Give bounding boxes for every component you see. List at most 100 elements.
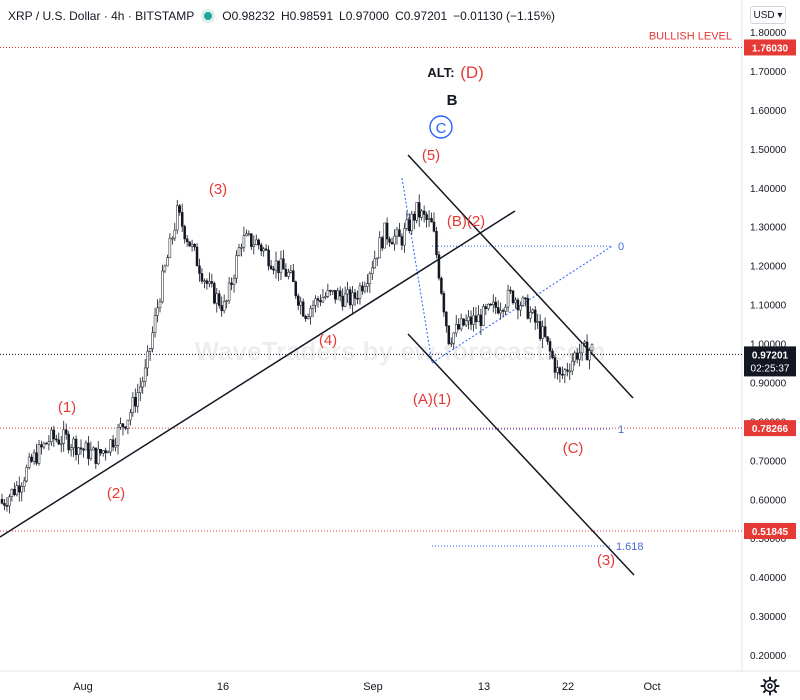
- candle-body: [538, 321, 542, 339]
- y-tick-label: 0.90000: [750, 378, 787, 389]
- candle-body: [47, 441, 51, 445]
- wave-b-label: B: [447, 92, 458, 109]
- candle-body: [183, 226, 186, 240]
- candle-body: [30, 456, 33, 462]
- candle-body: [296, 295, 300, 306]
- candle-body: [74, 438, 78, 456]
- candle-body: [188, 241, 191, 247]
- wave-4-label: (4): [319, 332, 337, 349]
- candle-body: [304, 315, 307, 319]
- candle-body: [40, 444, 43, 448]
- candle-body: [590, 344, 594, 351]
- candle-body: [543, 326, 547, 337]
- candle-body: [146, 351, 149, 369]
- candle-body: [395, 229, 399, 237]
- watermark-text: WaveTraders by ew-forecast.com: [195, 336, 606, 366]
- candle-body: [533, 309, 537, 323]
- candle-body: [388, 238, 391, 243]
- y-tick-label: 0.60000: [750, 495, 787, 506]
- candle-body: [561, 374, 564, 376]
- candle-body: [10, 488, 14, 497]
- candle-body: [264, 248, 268, 251]
- candle-body: [380, 237, 384, 249]
- candle-body: [541, 326, 544, 339]
- candle-body: [398, 229, 401, 237]
- candle-body: [255, 239, 258, 246]
- candle-body: [111, 439, 115, 448]
- candle-body: [417, 202, 421, 218]
- candle-body: [3, 503, 6, 506]
- y-tick-label: 1.40000: [750, 184, 787, 195]
- candle-body: [553, 357, 557, 373]
- candle-body: [245, 233, 248, 236]
- candle-body: [89, 449, 93, 459]
- y-tick-label: 0.50000: [750, 534, 787, 545]
- candle-body: [334, 290, 337, 300]
- y-tick-label: 1.80000: [750, 28, 787, 39]
- candle-body: [59, 443, 63, 445]
- candle-body: [321, 297, 325, 303]
- candle-body: [42, 442, 46, 448]
- candle-body: [252, 244, 256, 247]
- candle-body: [242, 235, 246, 248]
- candle-body: [454, 324, 458, 334]
- candle-body: [447, 325, 451, 344]
- candle-body: [225, 300, 228, 303]
- settings-gear-icon[interactable]: [760, 676, 780, 696]
- candle-body: [348, 289, 352, 306]
- candle-body: [425, 214, 428, 220]
- candle-body: [343, 293, 347, 307]
- candle-body: [163, 265, 167, 272]
- wave-5-label: (5): [422, 147, 440, 164]
- candle-body: [546, 336, 549, 342]
- candle-body: [289, 270, 293, 273]
- candle-body: [311, 304, 315, 309]
- candle-body: [489, 303, 493, 306]
- candle-body: [57, 439, 61, 445]
- candle-body: [129, 412, 132, 421]
- candle-body: [351, 292, 354, 306]
- candle-body: [536, 321, 539, 323]
- candle-body: [217, 293, 221, 306]
- bar-countdown: 02:25:37: [751, 363, 790, 374]
- candle-body: [492, 301, 495, 305]
- candle-body: [138, 386, 142, 393]
- candle-body: [378, 237, 381, 259]
- candle-body: [208, 281, 211, 284]
- candle-body: [420, 210, 423, 218]
- candle-body: [457, 324, 460, 330]
- fib-one-label: 1: [618, 424, 624, 436]
- symbol-title[interactable]: XRP / U.S. Dollar · 4h · BITSTAMP: [8, 9, 195, 23]
- x-tick-label: 22: [562, 681, 574, 693]
- y-tick-label: 0.40000: [750, 573, 787, 584]
- candle-body: [573, 352, 576, 362]
- candle-body: [259, 244, 263, 252]
- candle-body: [563, 369, 567, 376]
- candle-body: [25, 467, 28, 482]
- ohlc-close: C0.97201: [395, 9, 448, 23]
- candle-body: [72, 438, 75, 448]
- wave-1-label: (1): [58, 399, 76, 416]
- candle-body: [104, 450, 107, 454]
- candle-body: [131, 397, 135, 413]
- candle-body: [121, 423, 125, 428]
- candle-body: [368, 273, 372, 284]
- y-tick-label: 1.20000: [750, 262, 787, 273]
- candle-body: [338, 290, 342, 297]
- candle-body: [526, 298, 530, 319]
- y-tick-label: 1.10000: [750, 301, 787, 312]
- candle-body: [247, 233, 251, 235]
- candle-body: [516, 299, 520, 311]
- candle-body: [316, 298, 320, 301]
- candle-body: [92, 447, 95, 451]
- price-level-badge: [744, 523, 796, 540]
- candle-body: [405, 219, 409, 229]
- candle-body: [20, 486, 23, 493]
- candle-body: [287, 271, 290, 277]
- wave-2-label: (2): [107, 485, 125, 502]
- candle-body: [511, 290, 515, 304]
- candle-body: [37, 444, 41, 464]
- currency-select[interactable]: USD ▾: [750, 6, 786, 24]
- candle-body: [440, 277, 443, 294]
